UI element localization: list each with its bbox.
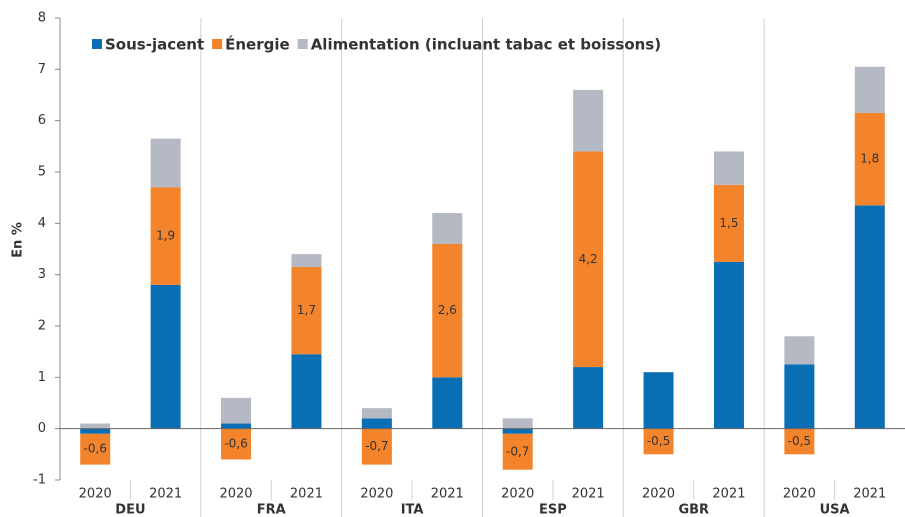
y-tick-label: 3 [38, 267, 46, 282]
bar-segment [361, 428, 392, 465]
y-tick-label: 7 [38, 62, 46, 77]
value-label: -0,5 [647, 434, 670, 448]
bar-segment [784, 428, 815, 455]
legend-swatch [212, 39, 223, 49]
value-label: -0,5 [788, 434, 811, 448]
bar-segment [291, 254, 322, 267]
bar-segment [784, 364, 815, 429]
bar-segment [221, 428, 252, 460]
y-tick-label: 8 [38, 11, 46, 26]
group-label: FRA [257, 503, 286, 517]
x-tick-label: 2021 [572, 487, 605, 502]
value-label: -0,6 [83, 442, 106, 456]
bar-segment [784, 336, 815, 365]
bar-segment [150, 138, 181, 188]
x-tick-label: 2020 [360, 487, 393, 502]
y-axis-label: En % [11, 222, 26, 258]
x-tick-label: 2021 [149, 487, 182, 502]
y-tick-label: 6 [38, 113, 46, 128]
bar-segment [361, 408, 392, 419]
bar-segment [643, 372, 674, 429]
bar-segment [291, 266, 322, 355]
bar-segment [150, 187, 181, 285]
bar-segment [573, 151, 604, 368]
group-label: GBR [678, 503, 709, 517]
y-tick-label: 0 [38, 421, 46, 436]
x-tick-label: 2020 [642, 487, 675, 502]
bar-segment [502, 433, 533, 470]
x-tick-label: 2021 [431, 487, 464, 502]
y-tick-label: 2 [38, 319, 46, 334]
legend-swatch [297, 39, 308, 49]
bar-segment [713, 184, 744, 262]
bar-segment [80, 423, 111, 429]
bar-segment [432, 243, 463, 378]
value-label: 1,9 [156, 229, 175, 243]
x-tick-label: 2020 [501, 487, 534, 502]
bar-segment [854, 66, 885, 113]
bar-segment [573, 367, 604, 429]
bar-segment [432, 213, 463, 244]
bar-segment [432, 377, 463, 429]
bar-segment [80, 428, 111, 434]
y-tick-label: 4 [38, 216, 46, 231]
bar-segment [502, 418, 533, 429]
group-label: USA [820, 503, 850, 517]
value-label: -0,7 [365, 439, 388, 453]
legend-swatch [92, 39, 102, 49]
bar-segment [643, 428, 674, 455]
x-tick-label: 2020 [219, 487, 252, 502]
value-label: -0,6 [224, 437, 247, 451]
value-label: 1,7 [297, 303, 316, 317]
value-label: -0,7 [506, 444, 529, 458]
bar-segment [80, 433, 111, 465]
legend-label: Énergie [225, 35, 290, 54]
bar-segment [291, 354, 322, 429]
y-tick-label: 5 [38, 165, 46, 180]
x-tick-label: 2021 [712, 487, 745, 502]
value-label: 4,2 [579, 252, 598, 266]
bar-segment [221, 423, 252, 429]
bar-segment [502, 428, 533, 434]
value-label: 2,6 [438, 303, 457, 317]
legend-label: Alimentation (incluant tabac et boissons… [311, 36, 661, 54]
x-tick-label: 2020 [79, 487, 112, 502]
bar-segment [854, 112, 885, 206]
x-tick-label: 2020 [783, 487, 816, 502]
group-label: DEU [115, 503, 145, 517]
bar-segment [713, 261, 744, 429]
bar-segment [361, 418, 392, 429]
bar-segment [573, 89, 604, 152]
group-label: ITA [401, 503, 424, 517]
value-label: 1,5 [719, 216, 738, 230]
bar-segment [854, 205, 885, 429]
bar-segment [713, 151, 744, 185]
bar-segment [221, 397, 252, 424]
x-tick-label: 2021 [290, 487, 323, 502]
bar-segment [150, 284, 181, 429]
value-label: 1,8 [860, 152, 879, 166]
group-label: ESP [539, 503, 567, 517]
y-tick-label: 1 [38, 370, 46, 385]
legend-label: Sous-jacent [105, 36, 204, 54]
x-tick-label: 2021 [853, 487, 886, 502]
y-tick-label: -1 [33, 473, 46, 488]
